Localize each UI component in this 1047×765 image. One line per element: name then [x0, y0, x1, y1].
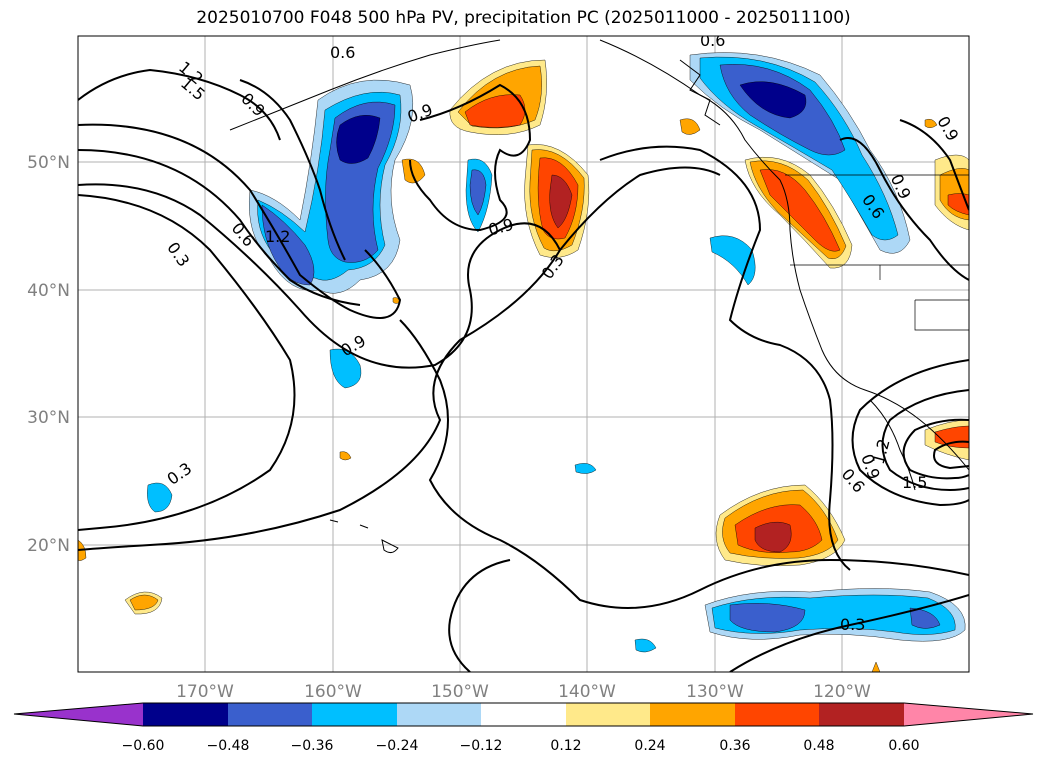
contour-03-east-link: [559, 166, 721, 251]
colorbar-bin: [312, 703, 397, 726]
coastline-aleutians: [229, 39, 501, 131]
blue-band-south-strong-b: [909, 607, 941, 629]
blue-small-center: [574, 463, 597, 474]
pv-contours: [78, 68, 969, 672]
lat-tick-label: 50°N: [27, 153, 70, 173]
warm-small-a: [339, 451, 352, 461]
warm-small-e: [871, 661, 881, 672]
blue-area-170w-25n: [147, 482, 173, 513]
warm-small-c: [679, 118, 701, 135]
lon-tick-label: 170°W: [176, 682, 234, 702]
colorbar-extend-low: [14, 703, 143, 726]
blue-area-150w-core: [469, 169, 487, 216]
warm-area-155w: [401, 158, 426, 184]
colorbar-tick-label: 0.48: [803, 738, 834, 754]
contour-label: 0.3: [840, 615, 865, 634]
colorbar-tick-label: −0.60: [122, 738, 165, 754]
lon-tick-labels: 170°W 160°W 150°W 140°W 130°W 120°W: [176, 682, 871, 702]
contour-12-baja: [902, 418, 969, 480]
contour-03-south: [399, 319, 969, 609]
colorbar-bin: [819, 703, 904, 726]
colorbar-bin: [143, 703, 228, 726]
colorbar-extend-high: [904, 703, 1033, 726]
contour-label: 1.5: [902, 473, 927, 492]
blue-band-south-strong-a: [729, 603, 806, 633]
contour-09-baja: [881, 389, 969, 492]
contour-15-baja: [933, 440, 969, 470]
colorbar-bin: [735, 703, 819, 726]
contour-03-south-west: [448, 559, 511, 672]
contour-label: 1.2: [265, 227, 290, 246]
lon-tick-label: 160°W: [304, 682, 362, 702]
contour-03-south-east: [729, 594, 969, 672]
colorbar-tick-label: −0.12: [460, 738, 503, 754]
colorbar-tick-label: −0.24: [376, 738, 419, 754]
colorbar: −0.60 −0.48 −0.36 −0.24 −0.12 0.12 0.24 …: [13, 702, 1034, 754]
blue-small-south: [634, 638, 657, 653]
coastlines: [229, 39, 969, 554]
colorbar-tick-label: 0.60: [888, 738, 919, 754]
lon-tick-label: 140°W: [558, 682, 616, 702]
lon-tick-label: 120°W: [813, 682, 871, 702]
blue-area-west-core: [336, 115, 381, 164]
contour-09-center: [409, 83, 532, 232]
colorbar-bin: [650, 703, 735, 726]
lon-tick-label: 150°W: [431, 682, 489, 702]
blue-area-gulf-alaska-core: [739, 81, 807, 119]
lat-tick-label: 30°N: [27, 408, 70, 428]
warm-area-subtropical-core: [754, 521, 792, 553]
coastline-west-america: [599, 39, 969, 471]
map-title: 2025010700 F048 500 hPa PV, precipitatio…: [196, 8, 851, 28]
contour-06-east: [839, 137, 969, 281]
contour-label: 0.6: [700, 31, 725, 50]
colorbar-bin: [481, 703, 566, 726]
graticule: [78, 36, 969, 672]
lat-tick-label: 20°N: [27, 536, 70, 556]
coastline-alaska-panhandle: [679, 59, 721, 126]
contour-06-baja: [851, 359, 969, 507]
contour-09-east: [899, 119, 969, 211]
colorbar-bin: [228, 703, 312, 726]
warm-area-far-west-core: [129, 594, 159, 611]
lon-tick-label: 130°W: [686, 682, 744, 702]
warm-small-d: [924, 118, 938, 128]
blue-area-west-lobe: [261, 204, 315, 286]
colorbar-tick-label: 0.24: [634, 738, 665, 754]
warm-area-pnw-strong: [759, 169, 841, 252]
hawaii-islands: [329, 519, 399, 554]
coastline-baja: [869, 399, 916, 491]
colorbar-tick-label: −0.48: [207, 738, 250, 754]
map-frame: [77, 35, 970, 673]
colorbar-bin: [566, 703, 650, 726]
colorbar-outline: [13, 702, 1034, 727]
contour-03-west: [78, 194, 296, 531]
lat-tick-labels: 50°N 40°N 30°N 20°N: [27, 153, 70, 556]
colorbar-tick-label: −0.36: [291, 738, 334, 754]
state-borders: [785, 174, 969, 331]
precip-shading: [78, 52, 969, 672]
contour-12-west: [239, 79, 346, 261]
colorbar-tick-label: 0.12: [550, 738, 581, 754]
contour-label: 0.6: [330, 43, 355, 62]
lat-tick-label: 40°N: [27, 281, 70, 301]
colorbar-tick-label: 0.36: [719, 738, 750, 754]
contour-03-central: [78, 183, 562, 551]
warm-area-142w-core: [549, 174, 573, 229]
colorbar-bin: [397, 703, 481, 726]
contour-06-west: [78, 149, 361, 306]
contour-03-east: [599, 145, 851, 571]
contour-15-west: [78, 68, 281, 141]
contour-09-west: [78, 123, 402, 319]
